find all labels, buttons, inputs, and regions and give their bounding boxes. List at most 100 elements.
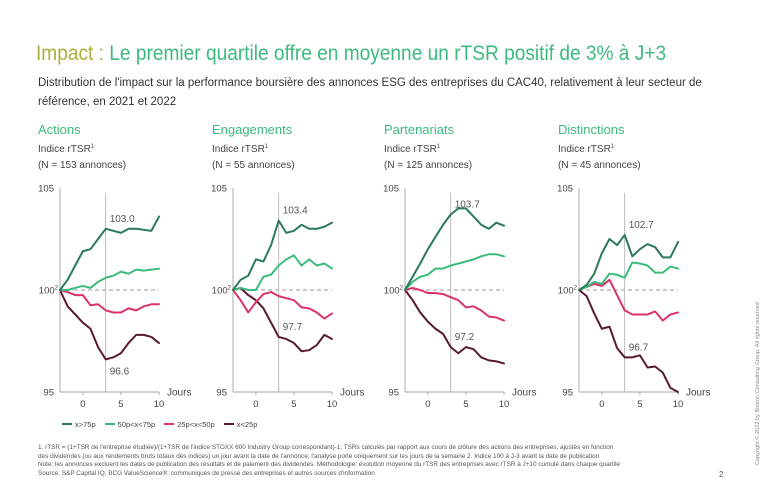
footnote-ref: 1 <box>264 144 269 150</box>
legend: x>75p 50p<x<75p 25p<x<50p x<25p <box>62 418 266 430</box>
x-tick-label: 10 <box>499 399 510 410</box>
legend-swatch <box>104 423 115 425</box>
subtitle-line-2: référence, en 2021 et 2022 <box>38 96 177 108</box>
series-line-50p-lt-x-lt-75p <box>59 267 160 291</box>
title-prefix: Impact : <box>36 42 104 65</box>
x-axis-title: Jours <box>340 388 364 399</box>
legend-item: 50p<x<75p <box>104 419 156 429</box>
y-tick-label: 95 <box>388 388 399 399</box>
legend-label: 50p<x<75p <box>117 419 156 429</box>
page-title: Impact : Le premier quartile offre en mo… <box>36 42 666 66</box>
copyright-notice: Copyright © 2022 by Boston Consulting Gr… <box>755 300 761 466</box>
y-axis-title: Indice rTSR1 <box>212 144 268 156</box>
series-line-25p-lt-x-lt-50p <box>578 278 679 322</box>
x-axis-title: Jours <box>512 388 536 399</box>
data-label-x-lt-25p: 96.6 <box>110 366 130 377</box>
series-line-x-lt-25p <box>59 289 160 361</box>
data-label-x-lt-25p: 96.7 <box>629 342 649 353</box>
legend-item: x>75p <box>62 420 96 429</box>
series-line-25p-lt-x-lt-50p <box>232 289 333 320</box>
y-tick-value: 95 <box>216 388 227 399</box>
y-tick-label: 1002 <box>558 286 578 297</box>
y-tick-value: 100 <box>384 286 400 297</box>
series-line-x-lt-25p <box>232 286 333 353</box>
y-tick-label: 1002 <box>212 286 232 297</box>
legend-label: 25p<x<50p <box>177 419 215 429</box>
panel-title: Engagements <box>212 122 293 137</box>
y-axis-title-text: Indice rTSR <box>38 144 91 155</box>
legend-swatch <box>223 423 234 425</box>
legend-label: x<25p <box>236 419 258 429</box>
legend-swatch <box>164 423 175 425</box>
y-tick-value: 105 <box>211 184 227 195</box>
data-label-x-lt-25p: 97.7 <box>283 322 303 333</box>
legend-label: x>75p <box>75 419 96 429</box>
data-label-x-lt-25p: 97.2 <box>455 332 475 343</box>
data-label-x-gt-75p: 102.7 <box>629 220 654 231</box>
source-line: Source: S&P Capital IQ; BCG ValueScience… <box>38 470 375 478</box>
y-tick-footnote-ref: 2 <box>400 286 404 292</box>
x-axis-title: Jours <box>686 388 710 399</box>
series-line-x-gt-75p <box>232 219 333 291</box>
y-tick-footnote-ref: 2 <box>574 286 578 292</box>
y-axis-title: Indice rTSR1 <box>384 144 440 156</box>
footnote-line-3: Note: les annonces excluent les dates de… <box>38 461 621 469</box>
y-axis-title-text: Indice rTSR <box>384 144 437 155</box>
y-tick-label: 95 <box>216 388 227 399</box>
series-line-50p-lt-x-lt-75p <box>578 261 679 291</box>
x-tick-label: 0 <box>425 399 430 410</box>
x-axis-title: Jours <box>167 388 191 399</box>
x-tick-label: 5 <box>118 399 123 410</box>
footnote-ref: 1 <box>90 144 95 150</box>
y-tick-label: 105 <box>383 184 399 195</box>
sample-size: (N = 55 annonces) <box>212 160 295 171</box>
y-tick-value: 100 <box>558 286 574 297</box>
x-tick-label: 10 <box>673 399 684 410</box>
data-label-x-gt-75p: 103.4 <box>283 206 308 217</box>
y-tick-value: 95 <box>388 388 399 399</box>
y-tick-value: 95 <box>43 388 54 399</box>
panel-title: Partenariats <box>384 122 455 137</box>
subtitle-line-1: Distribution de l'impact sur la performa… <box>38 77 702 89</box>
y-axis-title: Indice rTSR1 <box>558 144 614 156</box>
x-tick-label: 10 <box>327 399 338 410</box>
data-label-x-gt-75p: 103.7 <box>455 200 480 211</box>
legend-item: x<25p <box>223 419 258 429</box>
y-tick-label: 1002 <box>39 286 59 297</box>
x-tick-label: 0 <box>80 399 85 410</box>
x-tick-label: 5 <box>463 399 468 410</box>
series-line-25p-lt-x-lt-50p <box>59 289 160 314</box>
y-tick-value: 100 <box>39 286 55 297</box>
data-label-x-gt-75p: 103.0 <box>110 214 135 225</box>
x-tick-label: 5 <box>291 399 296 410</box>
legend-swatch <box>62 423 72 425</box>
footnote-ref: 1 <box>610 144 615 150</box>
legend-item: 25p<x<50p <box>164 420 215 429</box>
y-tick-label: 105 <box>211 184 227 195</box>
y-tick-value: 105 <box>383 184 399 195</box>
x-tick-label: 10 <box>154 399 165 410</box>
sample-size: (N = 45 annonces) <box>558 160 641 171</box>
sample-size: (N = 125 annonces) <box>384 160 473 171</box>
panel-title: Actions <box>38 122 81 137</box>
series-line-x-lt-25p <box>578 289 679 393</box>
page-number: 2 <box>719 470 724 479</box>
sample-size: (N = 153 annonces) <box>38 160 127 171</box>
footnote-line-1: 1. rTSR = (1+TSR de l'entreprise étudiée… <box>38 444 614 451</box>
series-line-x-gt-75p <box>404 207 505 291</box>
title-main: Le premier quartile offre en moyenne un … <box>109 42 667 65</box>
y-tick-value: 105 <box>557 184 573 195</box>
y-tick-footnote-ref: 2 <box>228 286 232 292</box>
y-axis-title-text: Indice rTSR <box>212 144 265 155</box>
y-axis-title-text: Indice rTSR <box>558 144 611 155</box>
series-line-x-lt-25p <box>404 289 505 365</box>
x-tick-label: 5 <box>637 399 642 410</box>
y-tick-label: 105 <box>38 184 54 195</box>
series-line-50p-lt-x-lt-75p <box>404 253 505 291</box>
series-line-x-gt-75p <box>578 233 679 291</box>
panel-title: Distinctions <box>558 122 625 137</box>
y-tick-footnote-ref: 2 <box>55 286 59 292</box>
